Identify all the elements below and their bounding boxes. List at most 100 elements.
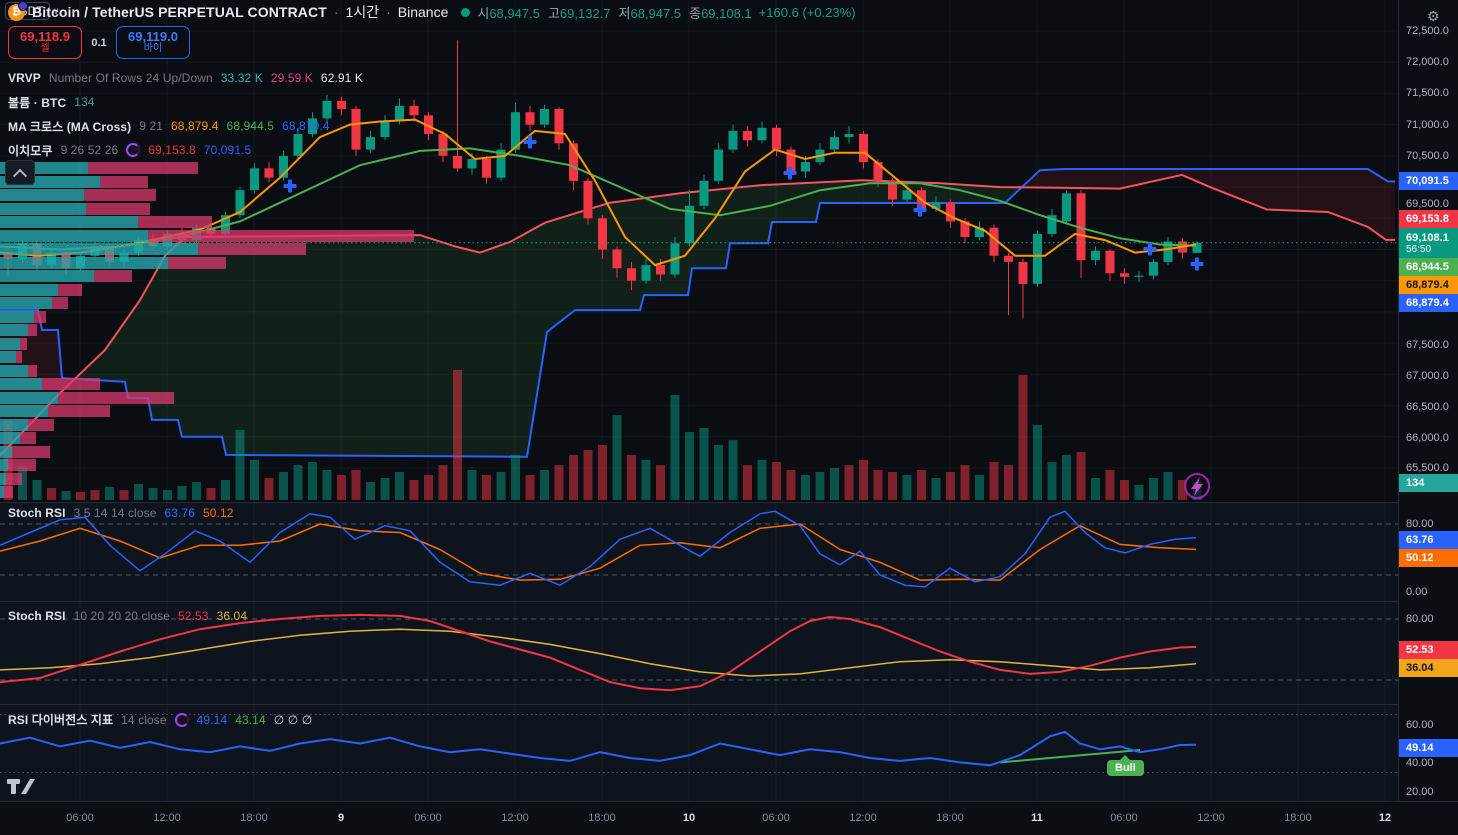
- price-tick: 66,500.0: [1406, 401, 1449, 413]
- volume-bar: [540, 470, 549, 500]
- price-tick: 69,500.0: [1406, 198, 1449, 210]
- vrvp-down-row: [6, 473, 22, 485]
- candle: [1149, 262, 1158, 276]
- pane-header-rsi-divergence[interactable]: RSI 다이버전스 지표 14 close 49.14 43.14 ∅ ∅ ∅: [8, 711, 312, 728]
- volume-bar: [699, 428, 709, 500]
- price-tick: 71,000.0: [1406, 119, 1449, 131]
- candle: [859, 134, 868, 163]
- candle: [801, 162, 810, 172]
- indicator-value: 33.32 K: [220, 71, 263, 85]
- vrvp-up-row: [0, 446, 12, 458]
- symbol-header: ₿ Bitcoin / TetherUS PERPETUAL CONTRACT …: [8, 0, 856, 22]
- price-tick: 66,000.0: [1406, 432, 1449, 444]
- candle: [1120, 273, 1129, 277]
- exchange-label[interactable]: Binance: [397, 4, 449, 20]
- volume-bar: [1047, 462, 1057, 500]
- separator-dot: ·: [333, 4, 339, 20]
- price-label-badge: 70,091.5: [1399, 172, 1458, 190]
- volume-bar: [917, 470, 926, 500]
- chart-canvas[interactable]: [0, 0, 1398, 801]
- candle: [540, 109, 549, 125]
- vrvp-down-row: [34, 311, 46, 323]
- stoch2-k-line: [0, 613, 1197, 692]
- indicator-name: Stoch RSI: [8, 609, 66, 623]
- vrvp-up-row: [0, 365, 28, 377]
- candle: [931, 202, 941, 209]
- volume-bar: [90, 490, 100, 500]
- vrvp-down-row: [88, 162, 198, 174]
- volume-bar: [279, 472, 288, 500]
- time-axis[interactable]: 06:00 12:00 18:00 9 06:00 12:00 18:00 10 06:00 12…: [0, 801, 1458, 835]
- price-axis[interactable]: 72,500.0 72,000.0 71,500.0 71,000.0 70,500.0…: [1398, 0, 1458, 801]
- volume-bar: [743, 465, 752, 500]
- vrvp-down-row: [20, 338, 27, 350]
- candle: [1076, 193, 1086, 261]
- indicator-name: RSI 다이버전스 지표: [8, 713, 114, 727]
- candle: [482, 159, 491, 178]
- candle: [511, 112, 520, 150]
- buy-label: 바이: [143, 43, 163, 55]
- legend-collapse-button[interactable]: [5, 160, 35, 185]
- volume-bar: [61, 491, 71, 500]
- volume-bar: [134, 484, 143, 500]
- candle: [337, 100, 346, 109]
- indicator-value: 43.14: [235, 712, 266, 727]
- candle: [279, 155, 288, 178]
- candle: [1105, 250, 1115, 274]
- candle: [728, 130, 738, 150]
- tradingview-logo-icon[interactable]: [7, 779, 37, 797]
- time-label: 12:00: [153, 812, 181, 824]
- price-tick: 72,000.0: [1406, 56, 1449, 68]
- volume-bar: [206, 488, 216, 500]
- candle: [496, 149, 506, 178]
- axis-settings-gear-icon[interactable]: ⚙: [1427, 8, 1440, 24]
- vrvp-up-row: [0, 284, 58, 296]
- vrvp-up-row: [0, 486, 4, 498]
- indicator-value: 62.91 K: [320, 71, 363, 85]
- stoch1-k-line: [0, 510, 1197, 588]
- indicator-legend: VRVP Number Of Rows 24 Up/Down 33.32 K 29.5…: [8, 66, 363, 162]
- vrvp-down-row: [16, 351, 22, 363]
- sell-button[interactable]: 69,118.9 셀: [8, 26, 82, 59]
- time-label-day: 9: [337, 812, 345, 824]
- price-tick: 80.00: [1406, 613, 1434, 625]
- symbol-title[interactable]: Bitcoin / TetherUS PERPETUAL CONTRACT: [32, 4, 327, 20]
- separator-dot: ·: [386, 4, 391, 20]
- legend-row-vrvp[interactable]: VRVP Number Of Rows 24 Up/Down 33.32 K 29.5…: [8, 66, 363, 90]
- volume-bar: [1120, 480, 1129, 500]
- sell-label: 셀: [40, 43, 50, 55]
- price-label-badge: 69,153.8: [1399, 210, 1458, 228]
- time-label: 06:00: [66, 812, 94, 824]
- volume-bar: [105, 487, 114, 500]
- candle: [612, 249, 622, 269]
- candle: [264, 168, 274, 178]
- vrvp-down-row: [28, 365, 37, 377]
- volume-bar: [772, 462, 781, 500]
- indicator-name: Stoch RSI: [8, 506, 66, 520]
- legend-row-volume[interactable]: 볼륨 · BTC 134: [8, 90, 363, 114]
- legend-row-ma-cross[interactable]: MA 크로스 (MA Cross) 9 21 68,879.4 68,944.5 68,…: [8, 114, 363, 138]
- legend-row-ichimoku[interactable]: 이치모쿠 9 26 52 26 69,153.8 70,091.5: [8, 138, 363, 162]
- vrvp-down-row: [12, 446, 50, 458]
- volume-bar: [960, 465, 970, 500]
- candle: [699, 180, 709, 206]
- vrvp-up-row: [0, 432, 20, 444]
- pane-header-stoch-rsi-2[interactable]: Stoch RSI 10 20 20 20 close 52.53 36.04: [8, 609, 247, 623]
- interval-label[interactable]: 1시간: [345, 4, 380, 20]
- vrvp-down-row: [28, 324, 37, 336]
- candle: [424, 115, 433, 134]
- candle: [656, 265, 665, 275]
- volume-bar: [1004, 465, 1013, 500]
- vrvp-down-row: [8, 459, 36, 471]
- candle: [525, 112, 535, 125]
- indicator-value: 63.76: [164, 506, 196, 520]
- pane-header-stoch-rsi-1[interactable]: Stoch RSI 3 5 14 14 close 63.76 50.12: [8, 506, 234, 520]
- volume-bar: [975, 475, 984, 500]
- indicator-value: 68,944.5: [226, 119, 275, 133]
- rsi-bull-trendline: [999, 749, 1141, 764]
- volume-bar: [366, 482, 375, 500]
- buy-button[interactable]: 69,119.0 바이: [116, 26, 190, 59]
- vrvp-up-row: [0, 392, 58, 404]
- sell-price: 69,118.9: [20, 29, 70, 45]
- vrvp-up-row: [0, 230, 148, 242]
